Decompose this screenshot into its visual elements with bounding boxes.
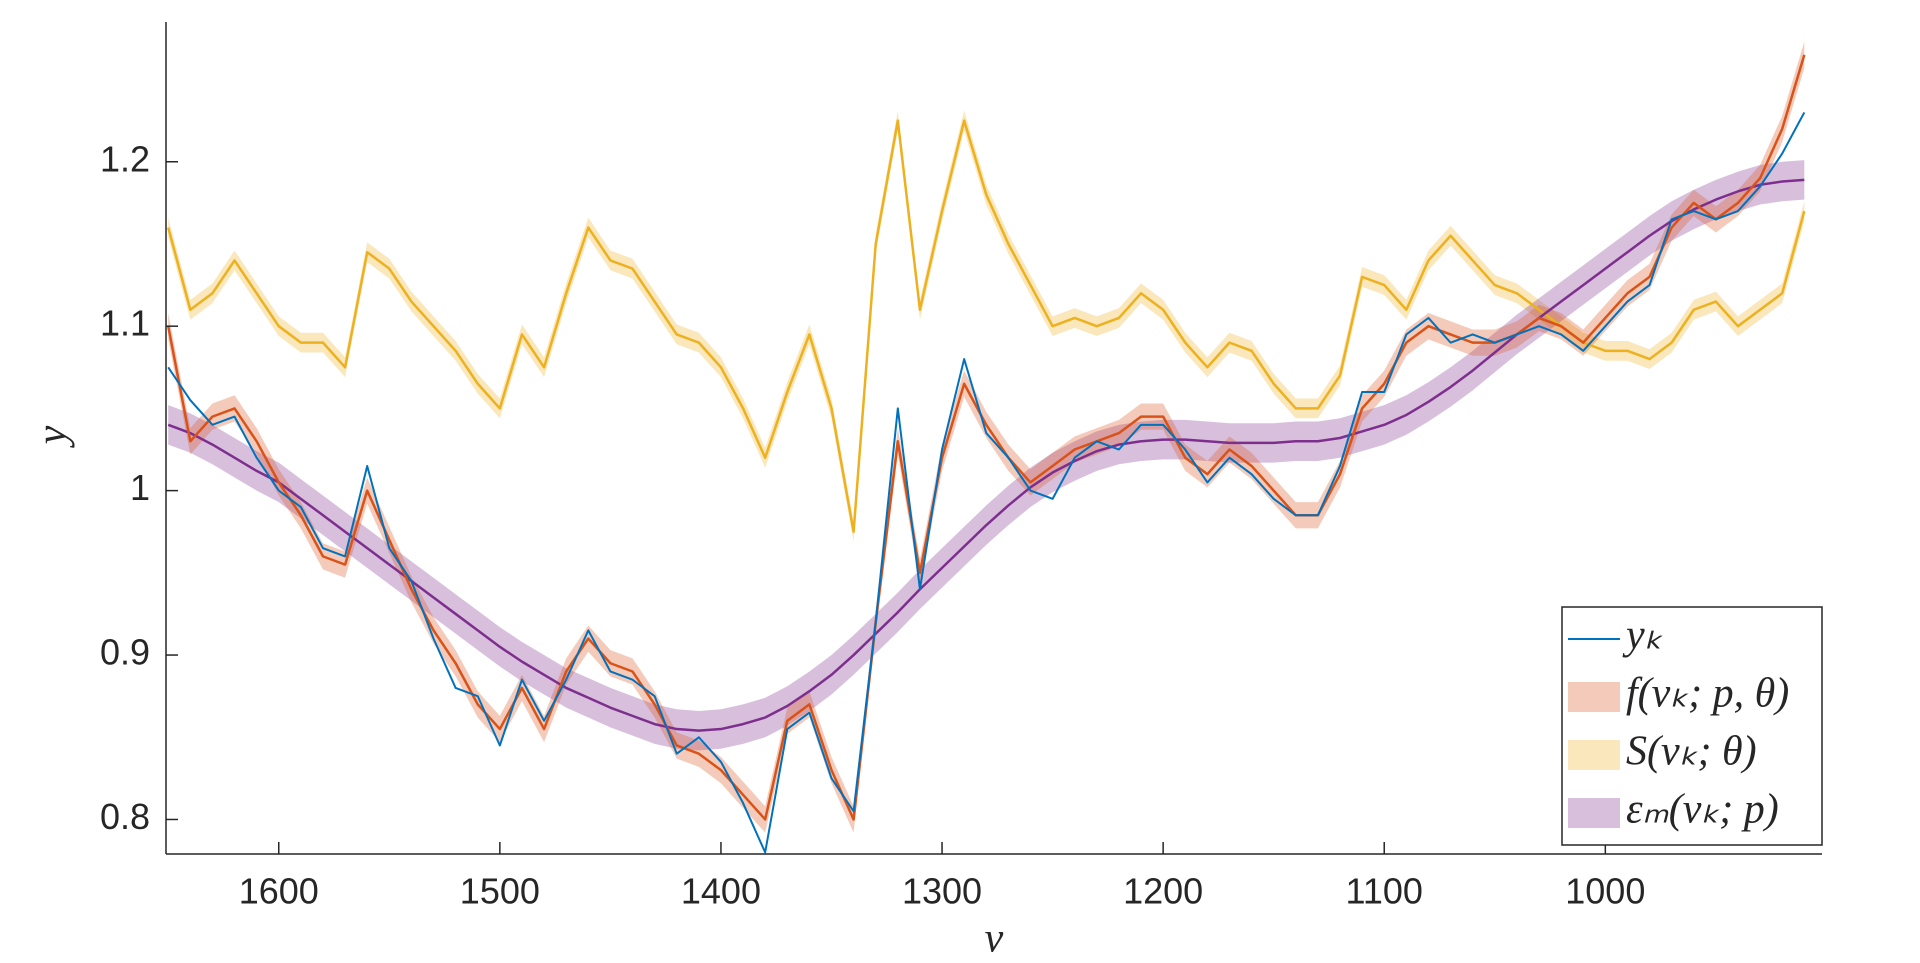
series-line	[167, 178, 1805, 732]
legend-box	[1561, 606, 1823, 846]
x-tick-label: 1100	[1346, 871, 1423, 912]
x-tick-label: 1400	[681, 871, 761, 912]
legend-label: S(νₖ; θ)	[1626, 729, 1757, 775]
legend-swatch	[1568, 740, 1620, 770]
x-tick-label: 1300	[902, 871, 982, 912]
y-tick-label: 1.2	[100, 138, 150, 179]
series-line	[167, 119, 1806, 533]
series-line	[166, 54, 1806, 821]
plot-area	[166, 41, 1806, 854]
confidence-band	[168, 41, 1805, 833]
x-tick-label: 1500	[460, 871, 540, 912]
x-tick-label: 1200	[1123, 871, 1203, 912]
legend-swatch	[1568, 682, 1620, 712]
x-axis-label: ν	[985, 916, 1004, 962]
series-line	[167, 111, 1806, 854]
axes: 1600 1500 1400 1300 1200 1100 1000 0.8 0.9 1 1.1 1.…	[100, 22, 1822, 912]
legend-label: yₖ	[1622, 613, 1664, 659]
y-tick-label: 1.1	[100, 303, 150, 344]
x-tick-label: 1600	[239, 871, 319, 912]
legend-label: f(νₖ; p, θ)	[1626, 671, 1789, 717]
y-tick-label: 0.8	[100, 796, 150, 837]
x-tick-label: 1000	[1565, 871, 1645, 912]
legend-swatch	[1568, 798, 1620, 828]
y-tick-label: 1	[130, 467, 150, 508]
y-tick-label: 0.9	[100, 632, 150, 673]
confidence-band	[168, 160, 1805, 751]
legend: yₖ f(νₖ; p, θ) S(νₖ; θ) εₘ(νₖ; p)	[1561, 606, 1823, 846]
y-axis-label: y	[30, 425, 76, 448]
legend-label: εₘ(νₖ; p)	[1626, 787, 1779, 833]
